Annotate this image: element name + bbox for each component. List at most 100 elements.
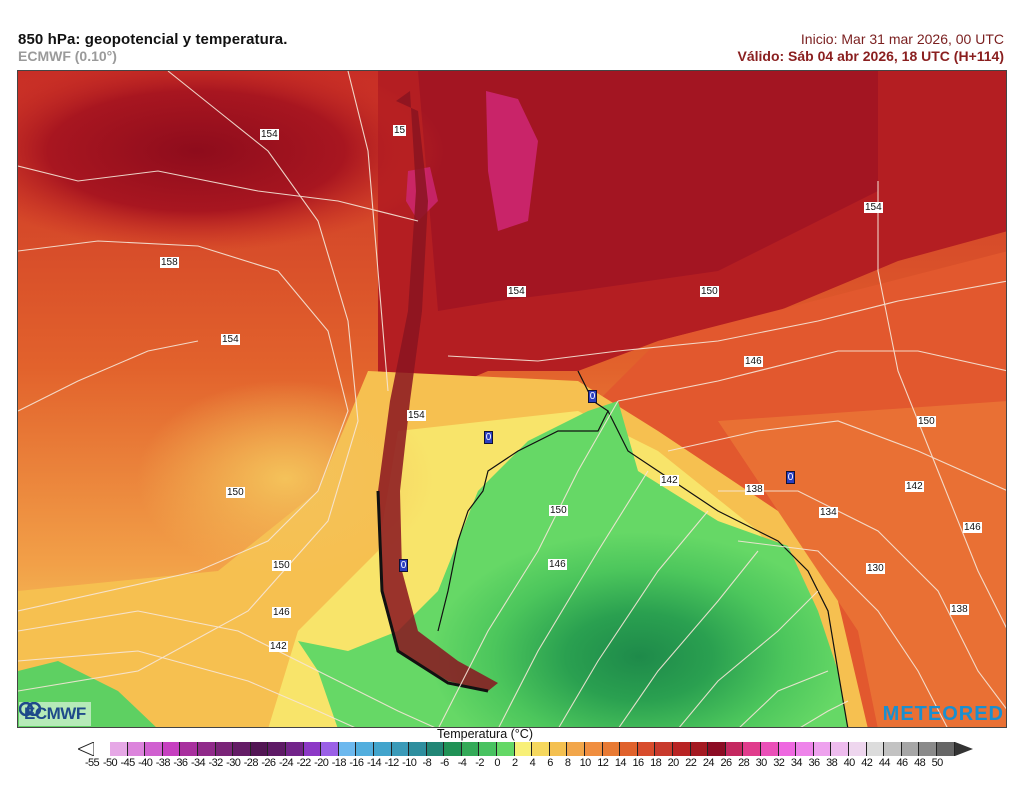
colorbar-segment — [919, 742, 937, 756]
colorbar-tick-label: -50 — [102, 757, 118, 769]
colorbar-segment — [426, 742, 445, 756]
colorbar-tick-label: 28 — [738, 757, 750, 769]
colorbar-tick-label: 34 — [790, 757, 803, 769]
colorbar-segment — [673, 742, 691, 756]
contour-label: 146 — [963, 522, 982, 533]
zero-isotherm-marker: 0 — [786, 471, 795, 484]
colorbar-tick-label: -38 — [155, 757, 171, 769]
contour-label: 130 — [866, 563, 885, 574]
colorbar-tick-label: 30 — [755, 757, 768, 769]
contour-label: 154 — [407, 410, 426, 421]
colorbar-tick-label: 44 — [878, 757, 891, 769]
colorbar-tick-label: 32 — [773, 757, 785, 769]
colorbar-tick-label: 40 — [843, 757, 856, 769]
colorbar-segment — [866, 742, 885, 756]
colorbar-segment — [356, 742, 374, 756]
colorbar-tick-label: -36 — [173, 757, 188, 769]
colorbar-segment — [936, 742, 955, 756]
weather-map: 154 158 154 150 150 146 142 15 154 150 154 146 154 14… — [17, 70, 1007, 728]
colorbar-segment — [321, 742, 339, 756]
colorbar-tick-label: 24 — [702, 757, 715, 769]
colorbar-tick-label: 22 — [685, 757, 697, 769]
colorbar-tick-label: -12 — [384, 757, 400, 769]
colorbar-segment — [725, 742, 744, 756]
colorbar-tick-label: -26 — [261, 757, 276, 769]
colorbar-segment — [233, 742, 251, 756]
contour-label: 142 — [905, 481, 924, 492]
colorbar-segment — [655, 742, 673, 756]
colorbar-tick-label: 12 — [597, 757, 609, 769]
contour-label: 15 — [393, 125, 407, 136]
colorbar-tick-label: -18 — [331, 757, 347, 769]
colorbar-tick-label: -2 — [475, 757, 484, 769]
colorbar-segment — [303, 742, 322, 756]
colorbar-tick-label: -55 — [84, 757, 100, 769]
colorbar-tick-label: -32 — [208, 757, 224, 769]
contour-label: 134 — [819, 507, 838, 518]
colorbar-segment — [567, 742, 586, 756]
colorbar-tick-label: -10 — [402, 757, 417, 769]
ecmwf-logo: ECMWF — [19, 702, 91, 726]
colorbar-tick-label: 26 — [720, 757, 732, 769]
colorbar-tick-label: -6 — [440, 757, 449, 769]
colorbar-ticks: -55 -50 -45 -40 -38 -36 -34 -32 -30 -28 -26 -24 -22-… — [0, 757, 1024, 771]
colorbar-segment — [690, 742, 709, 756]
colorbar-tick-label: 4 — [529, 757, 536, 769]
colorbar-segment — [637, 742, 656, 756]
colorbar-segment — [215, 742, 234, 756]
colorbar-segment — [110, 742, 128, 756]
colorbar-tick-label: -16 — [349, 757, 364, 769]
colorbar-tick-label: -14 — [366, 757, 382, 769]
valid-time: Válido: Sáb 04 abr 2026, 18 UTC (H+114) — [737, 48, 1004, 64]
colorbar-segment — [180, 742, 198, 756]
contour-label: 142 — [269, 641, 288, 652]
colorbar-segment — [796, 742, 814, 756]
colorbar-segment — [162, 742, 181, 756]
colorbar-tick-label: 50 — [931, 757, 944, 769]
contour-label: 150 — [917, 416, 936, 427]
contour-label: 154 — [221, 334, 240, 345]
contour-label: 150 — [272, 560, 291, 571]
colorbar-tick-label: 48 — [914, 757, 926, 769]
colorbar-title: Temperatura (°C) — [437, 727, 533, 741]
contour-label: 150 — [549, 505, 568, 516]
colorbar-tick-label: 2 — [512, 757, 518, 769]
colorbar-segment — [708, 742, 726, 756]
contour-label: 142 — [660, 475, 679, 486]
colorbar-tick-label: -20 — [314, 757, 329, 769]
colorbar-tick-label: 46 — [896, 757, 908, 769]
model-label: ECMWF (0.10°) — [18, 48, 117, 64]
colorbar-segment — [145, 742, 163, 756]
colorbar-segment — [479, 742, 498, 756]
colorbar-tick-label: -34 — [190, 757, 206, 769]
contour-label: 154 — [507, 286, 526, 297]
init-time: Inicio: Mar 31 mar 2026, 00 UTC — [800, 31, 1004, 47]
colorbar-tick-label: 0 — [494, 757, 500, 769]
colorbar-tick-label: 36 — [808, 757, 820, 769]
colorbar-segment — [743, 742, 761, 756]
colorbar-tick-label: 6 — [547, 757, 553, 769]
colorbar-tick-label: 18 — [650, 757, 662, 769]
colorbar-segment — [813, 742, 832, 756]
zero-isotherm-marker: 0 — [399, 559, 408, 572]
contour-label: 138 — [950, 604, 969, 615]
colorbar-tick-label: -40 — [138, 757, 153, 769]
colorbar-segment — [831, 742, 849, 756]
colorbar-tick-label: -28 — [243, 757, 259, 769]
colorbar-tick-label: 10 — [579, 757, 592, 769]
colorbar-segment — [901, 742, 920, 756]
colorbar-tick-label: -22 — [296, 757, 312, 769]
contour-label: 146 — [272, 607, 291, 618]
colorbar-tick-label: -24 — [278, 757, 294, 769]
colorbar-segment — [585, 742, 603, 756]
colorbar-segment — [461, 742, 480, 756]
colorbar-tick-label: 38 — [826, 757, 838, 769]
colorbar-tick-label: 20 — [667, 757, 680, 769]
colorbar-segment — [250, 742, 269, 756]
contour-label: 150 — [700, 286, 719, 297]
colorbar-tick-label: 8 — [564, 757, 571, 769]
colorbar-segment — [285, 742, 304, 756]
contour-label: 158 — [160, 257, 179, 268]
colorbar-tick-label: -45 — [120, 757, 136, 769]
colorbar-max-arrow — [954, 742, 973, 756]
